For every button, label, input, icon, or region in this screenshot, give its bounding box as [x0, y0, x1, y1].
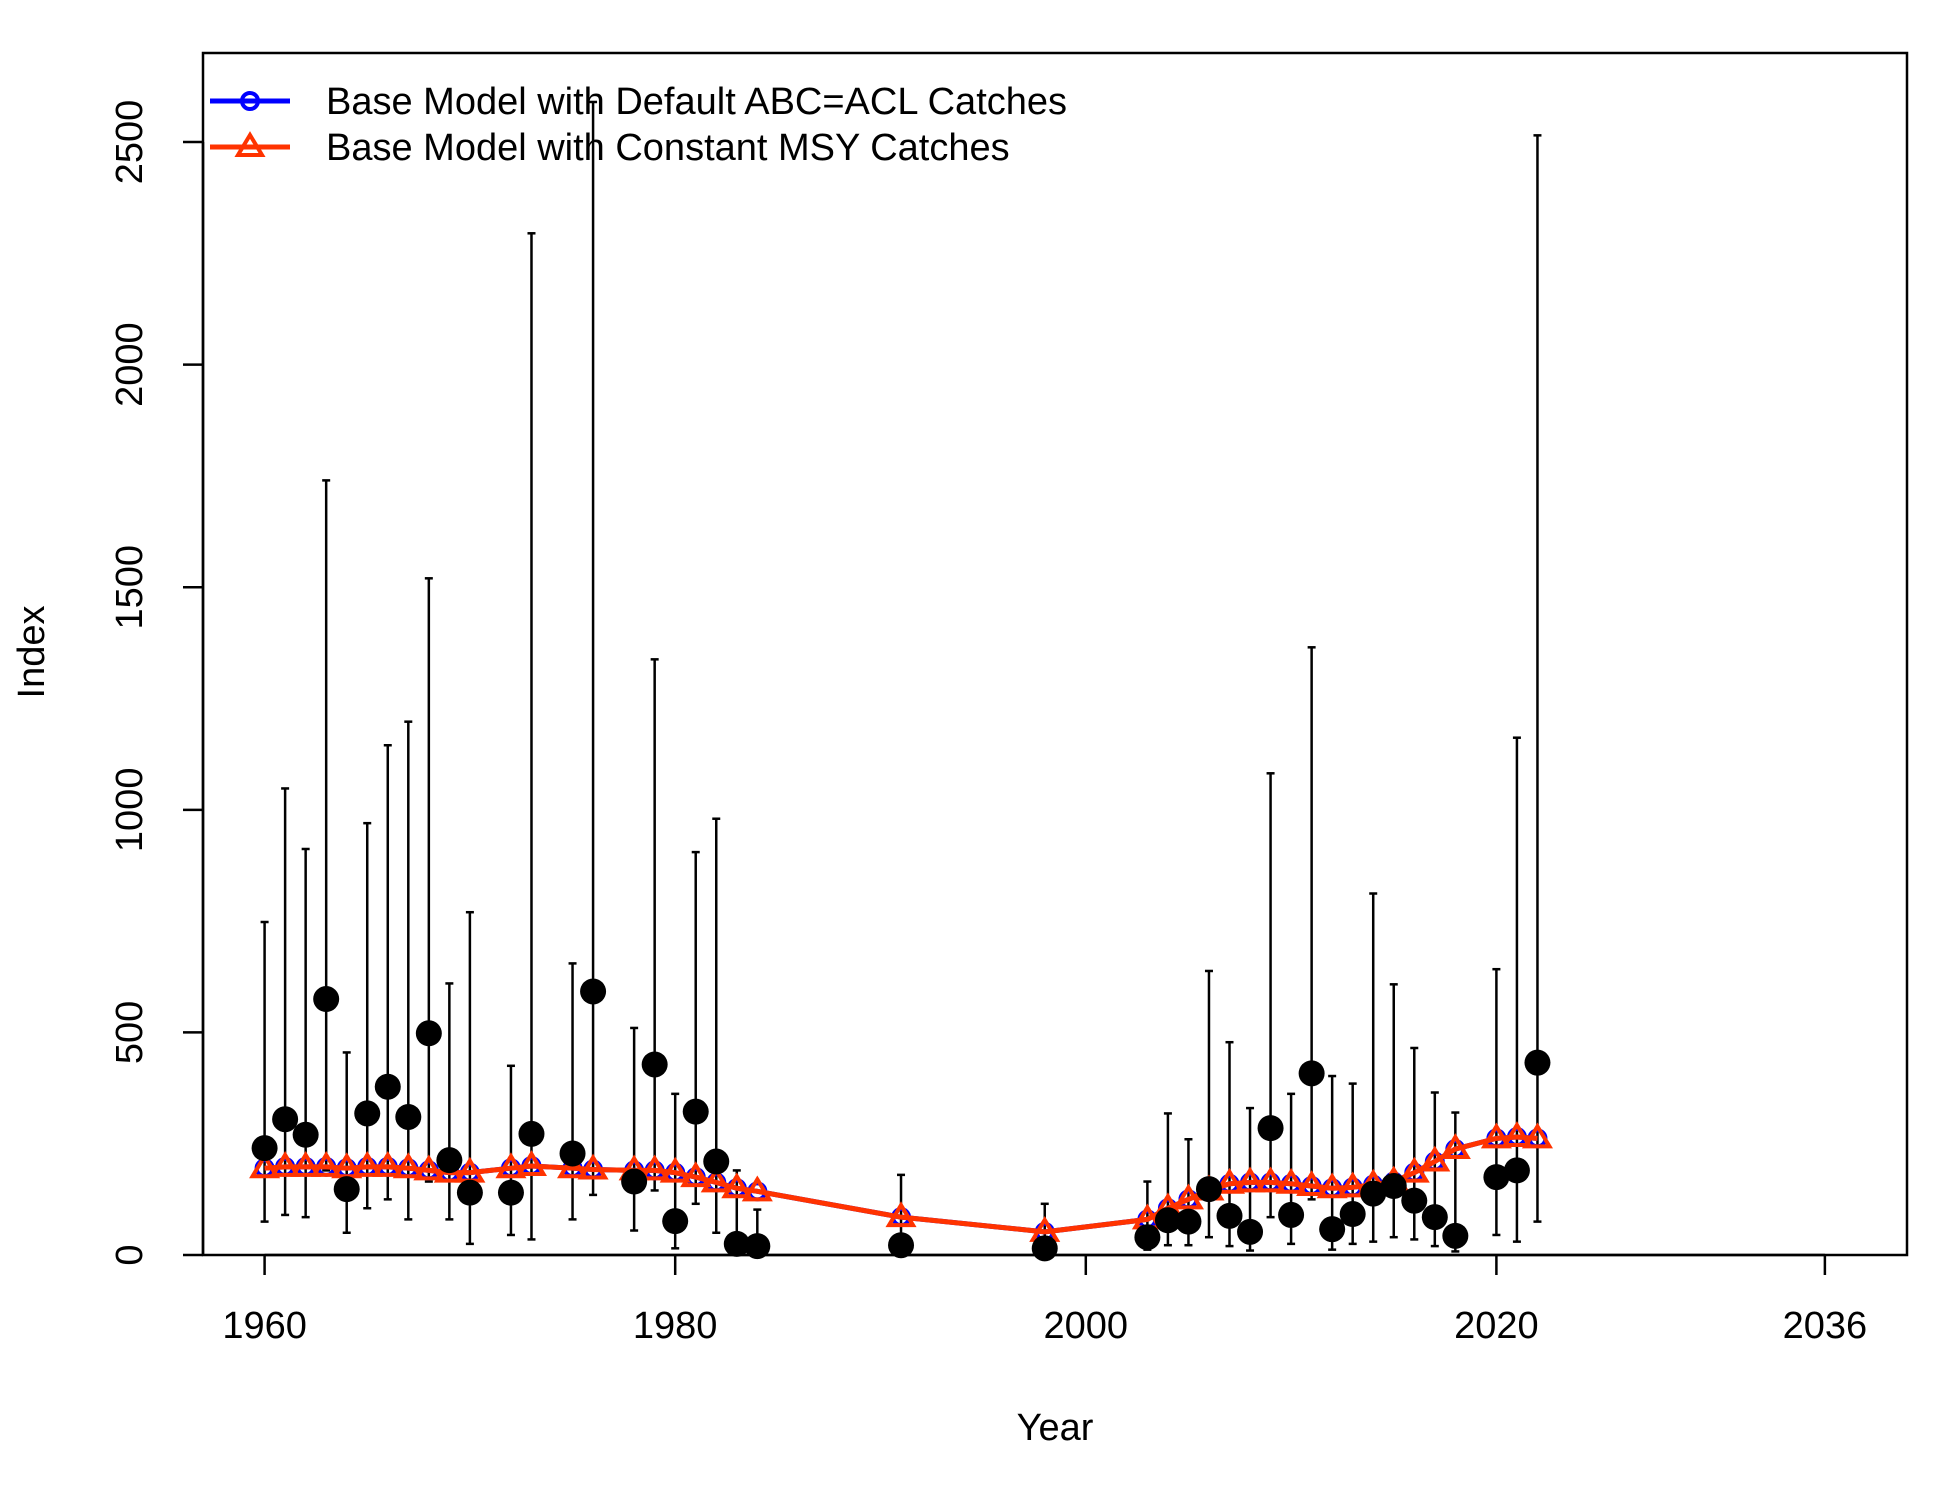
- observed-point: [1442, 1222, 1469, 1249]
- series-marker-triangle: [290, 1150, 322, 1177]
- series-marker-triangle: [1501, 1121, 1533, 1148]
- series-marker-triangle: [515, 1150, 548, 1176]
- y-tick-label: 2500: [109, 100, 151, 185]
- y-tick-label: 0: [109, 1244, 151, 1265]
- legend-marker-constant-msy: [234, 131, 266, 157]
- observed-point: [292, 1121, 319, 1148]
- legend-label-abc-acl: Base Model with Default ABC=ACL Catches: [326, 81, 1067, 123]
- observed-point: [1175, 1208, 1202, 1235]
- observed-point: [1134, 1224, 1161, 1251]
- observed-point: [1298, 1060, 1325, 1087]
- observed-point: [1195, 1176, 1222, 1203]
- series-marker-triangle: [1316, 1172, 1348, 1199]
- series-marker-triangle: [413, 1154, 445, 1181]
- series-marker-triangle: [741, 1175, 773, 1202]
- x-axis-title: Year: [1017, 1407, 1094, 1449]
- y-tick-label: 1500: [109, 545, 151, 630]
- observed-point: [272, 1106, 299, 1133]
- series-marker-triangle: [1419, 1145, 1451, 1172]
- series-marker-triangle: [249, 1152, 281, 1179]
- observed-point: [497, 1179, 524, 1206]
- observed-point: [1278, 1201, 1305, 1228]
- series-marker-triangle: [1521, 1122, 1553, 1149]
- observed-point: [1339, 1201, 1366, 1228]
- observed-point: [641, 1051, 668, 1078]
- observed-point: [1483, 1164, 1510, 1191]
- series-marker-triangle: [392, 1152, 424, 1179]
- observed-point: [333, 1176, 360, 1203]
- series-marker-triangle: [577, 1153, 609, 1180]
- observed-point: [1401, 1187, 1428, 1214]
- legend: Base Model with Default ABC=ACL Catches …: [210, 81, 1067, 169]
- observed-point: [1154, 1207, 1181, 1234]
- x-tick-label: 2000: [1044, 1305, 1129, 1347]
- series-marker-triangle: [310, 1150, 342, 1177]
- observed-point: [456, 1179, 483, 1206]
- observed-point: [1031, 1235, 1058, 1262]
- observed-point: [1380, 1172, 1407, 1199]
- series-marker-triangle: [351, 1150, 383, 1177]
- series-marker-triangle: [1296, 1170, 1328, 1196]
- observed-point: [1421, 1204, 1448, 1231]
- series-marker-triangle: [1234, 1166, 1266, 1193]
- series-marker-triangle: [1172, 1183, 1204, 1210]
- y-tick-label: 1000: [109, 768, 151, 853]
- observed-point: [621, 1168, 648, 1195]
- series-marker-triangle: [1275, 1167, 1307, 1194]
- observed-point: [682, 1098, 709, 1125]
- series-marker-triangle: [639, 1154, 671, 1181]
- observed-point: [1524, 1049, 1551, 1076]
- x-tick-label: 1960: [222, 1305, 307, 1347]
- error-bars: [260, 100, 1542, 1255]
- series-marker-triangle: [885, 1201, 917, 1228]
- series-marker-triangle: [721, 1172, 753, 1199]
- observed-point: [1257, 1115, 1284, 1142]
- y-tick-label: 500: [109, 1001, 151, 1064]
- observed-point: [251, 1135, 278, 1162]
- observed-point: [662, 1208, 689, 1235]
- series-marker-triangle: [659, 1156, 691, 1183]
- observed-point: [723, 1230, 750, 1257]
- observed-point: [1503, 1157, 1530, 1184]
- series-marker-triangle: [1439, 1133, 1471, 1160]
- observed-point: [415, 1020, 442, 1047]
- x-tick-label: 2036: [1783, 1305, 1868, 1347]
- observed-point: [888, 1232, 915, 1259]
- observed-point: [1237, 1218, 1264, 1245]
- observed-point: [395, 1103, 422, 1130]
- observed-point: [313, 986, 340, 1013]
- observed-point: [1216, 1202, 1243, 1229]
- observed-point: [580, 978, 607, 1005]
- observed-point: [374, 1073, 401, 1100]
- series-marker-triangle: [269, 1150, 301, 1177]
- observed-point: [559, 1140, 586, 1167]
- series-marker-triangle: [680, 1161, 712, 1188]
- observed-point: [703, 1148, 730, 1175]
- x-tick-label: 1980: [633, 1305, 718, 1347]
- y-axis: 0 500 1000 1500 2000 2500: [109, 100, 205, 1266]
- observed-point: [1319, 1216, 1346, 1243]
- observed-point: [1360, 1180, 1387, 1207]
- legend-marker-abc-acl: [240, 91, 260, 111]
- series-marker-triangle: [700, 1166, 732, 1193]
- series-marker-triangle: [372, 1150, 404, 1177]
- observed-point: [744, 1233, 771, 1260]
- observed-points: [251, 978, 1551, 1262]
- observed-point: [436, 1147, 463, 1174]
- observed-point: [354, 1100, 381, 1127]
- y-tick-label: 2000: [109, 322, 151, 407]
- series-marker-triangle: [1480, 1122, 1512, 1149]
- series-marker-triangle: [495, 1152, 527, 1179]
- plot-frame: [201, 51, 1909, 1257]
- legend-label-constant-msy: Base Model with Constant MSY Catches: [326, 127, 1010, 169]
- series-marker-triangle: [1213, 1167, 1246, 1194]
- x-axis: 1960 1980 2000 2020 2036: [222, 1253, 1868, 1347]
- x-tick-label: 2020: [1454, 1305, 1539, 1347]
- series-marker-triangle: [1255, 1166, 1287, 1193]
- series-marker-triangle: [1337, 1171, 1369, 1198]
- y-axis-title: Index: [11, 606, 53, 699]
- observed-point: [518, 1120, 545, 1147]
- series-marker-triangle: [557, 1152, 589, 1179]
